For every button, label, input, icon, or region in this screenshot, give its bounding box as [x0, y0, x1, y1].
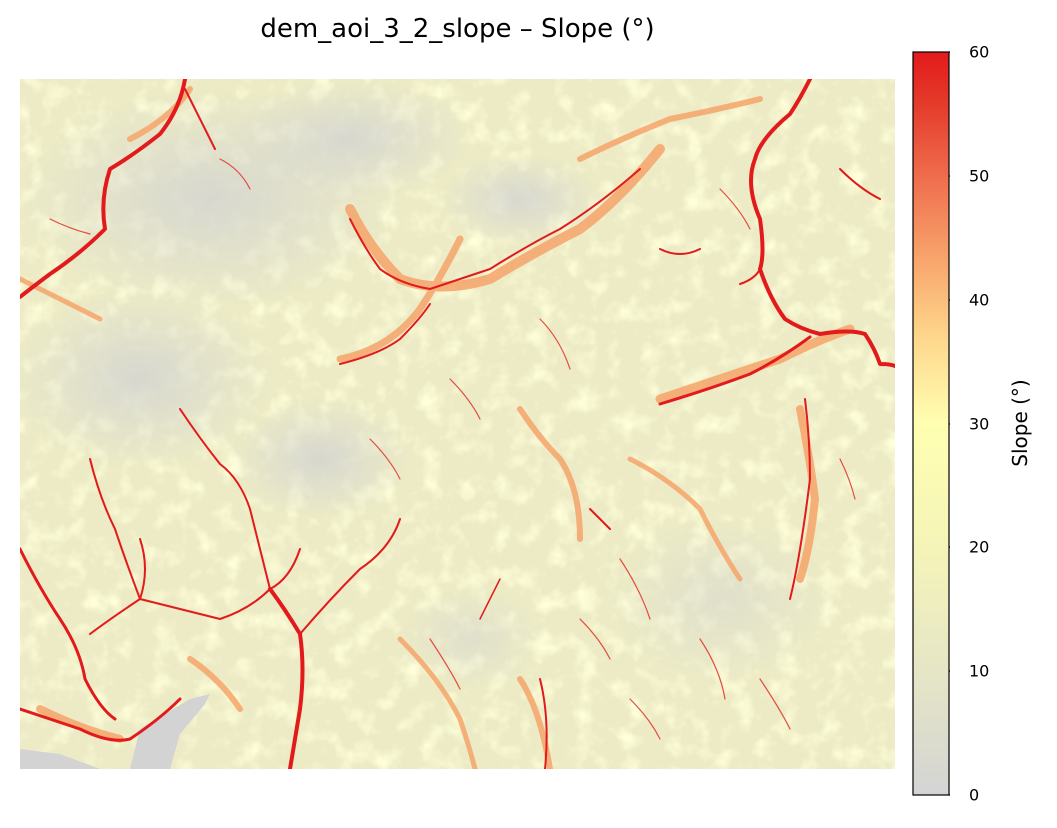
colorbar-tick-50: 50 [969, 166, 990, 186]
colorbar-tick-10: 10 [969, 661, 990, 681]
colorbar-tick-0: 0 [969, 785, 980, 805]
colorbar [912, 51, 950, 796]
map-title: dem_aoi_3_2_slope – Slope (°) [260, 14, 655, 44]
colorbar-tick-30: 30 [969, 414, 990, 434]
colorbar-gradient [912, 51, 950, 796]
colorbar-tick-60: 60 [969, 42, 990, 62]
slope-map [20, 79, 895, 769]
colorbar-tick-40: 40 [969, 290, 990, 310]
colorbar-label: Slope (°) [1008, 379, 1032, 467]
slope-raster [20, 79, 895, 769]
colorbar-tick-20: 20 [969, 537, 990, 557]
